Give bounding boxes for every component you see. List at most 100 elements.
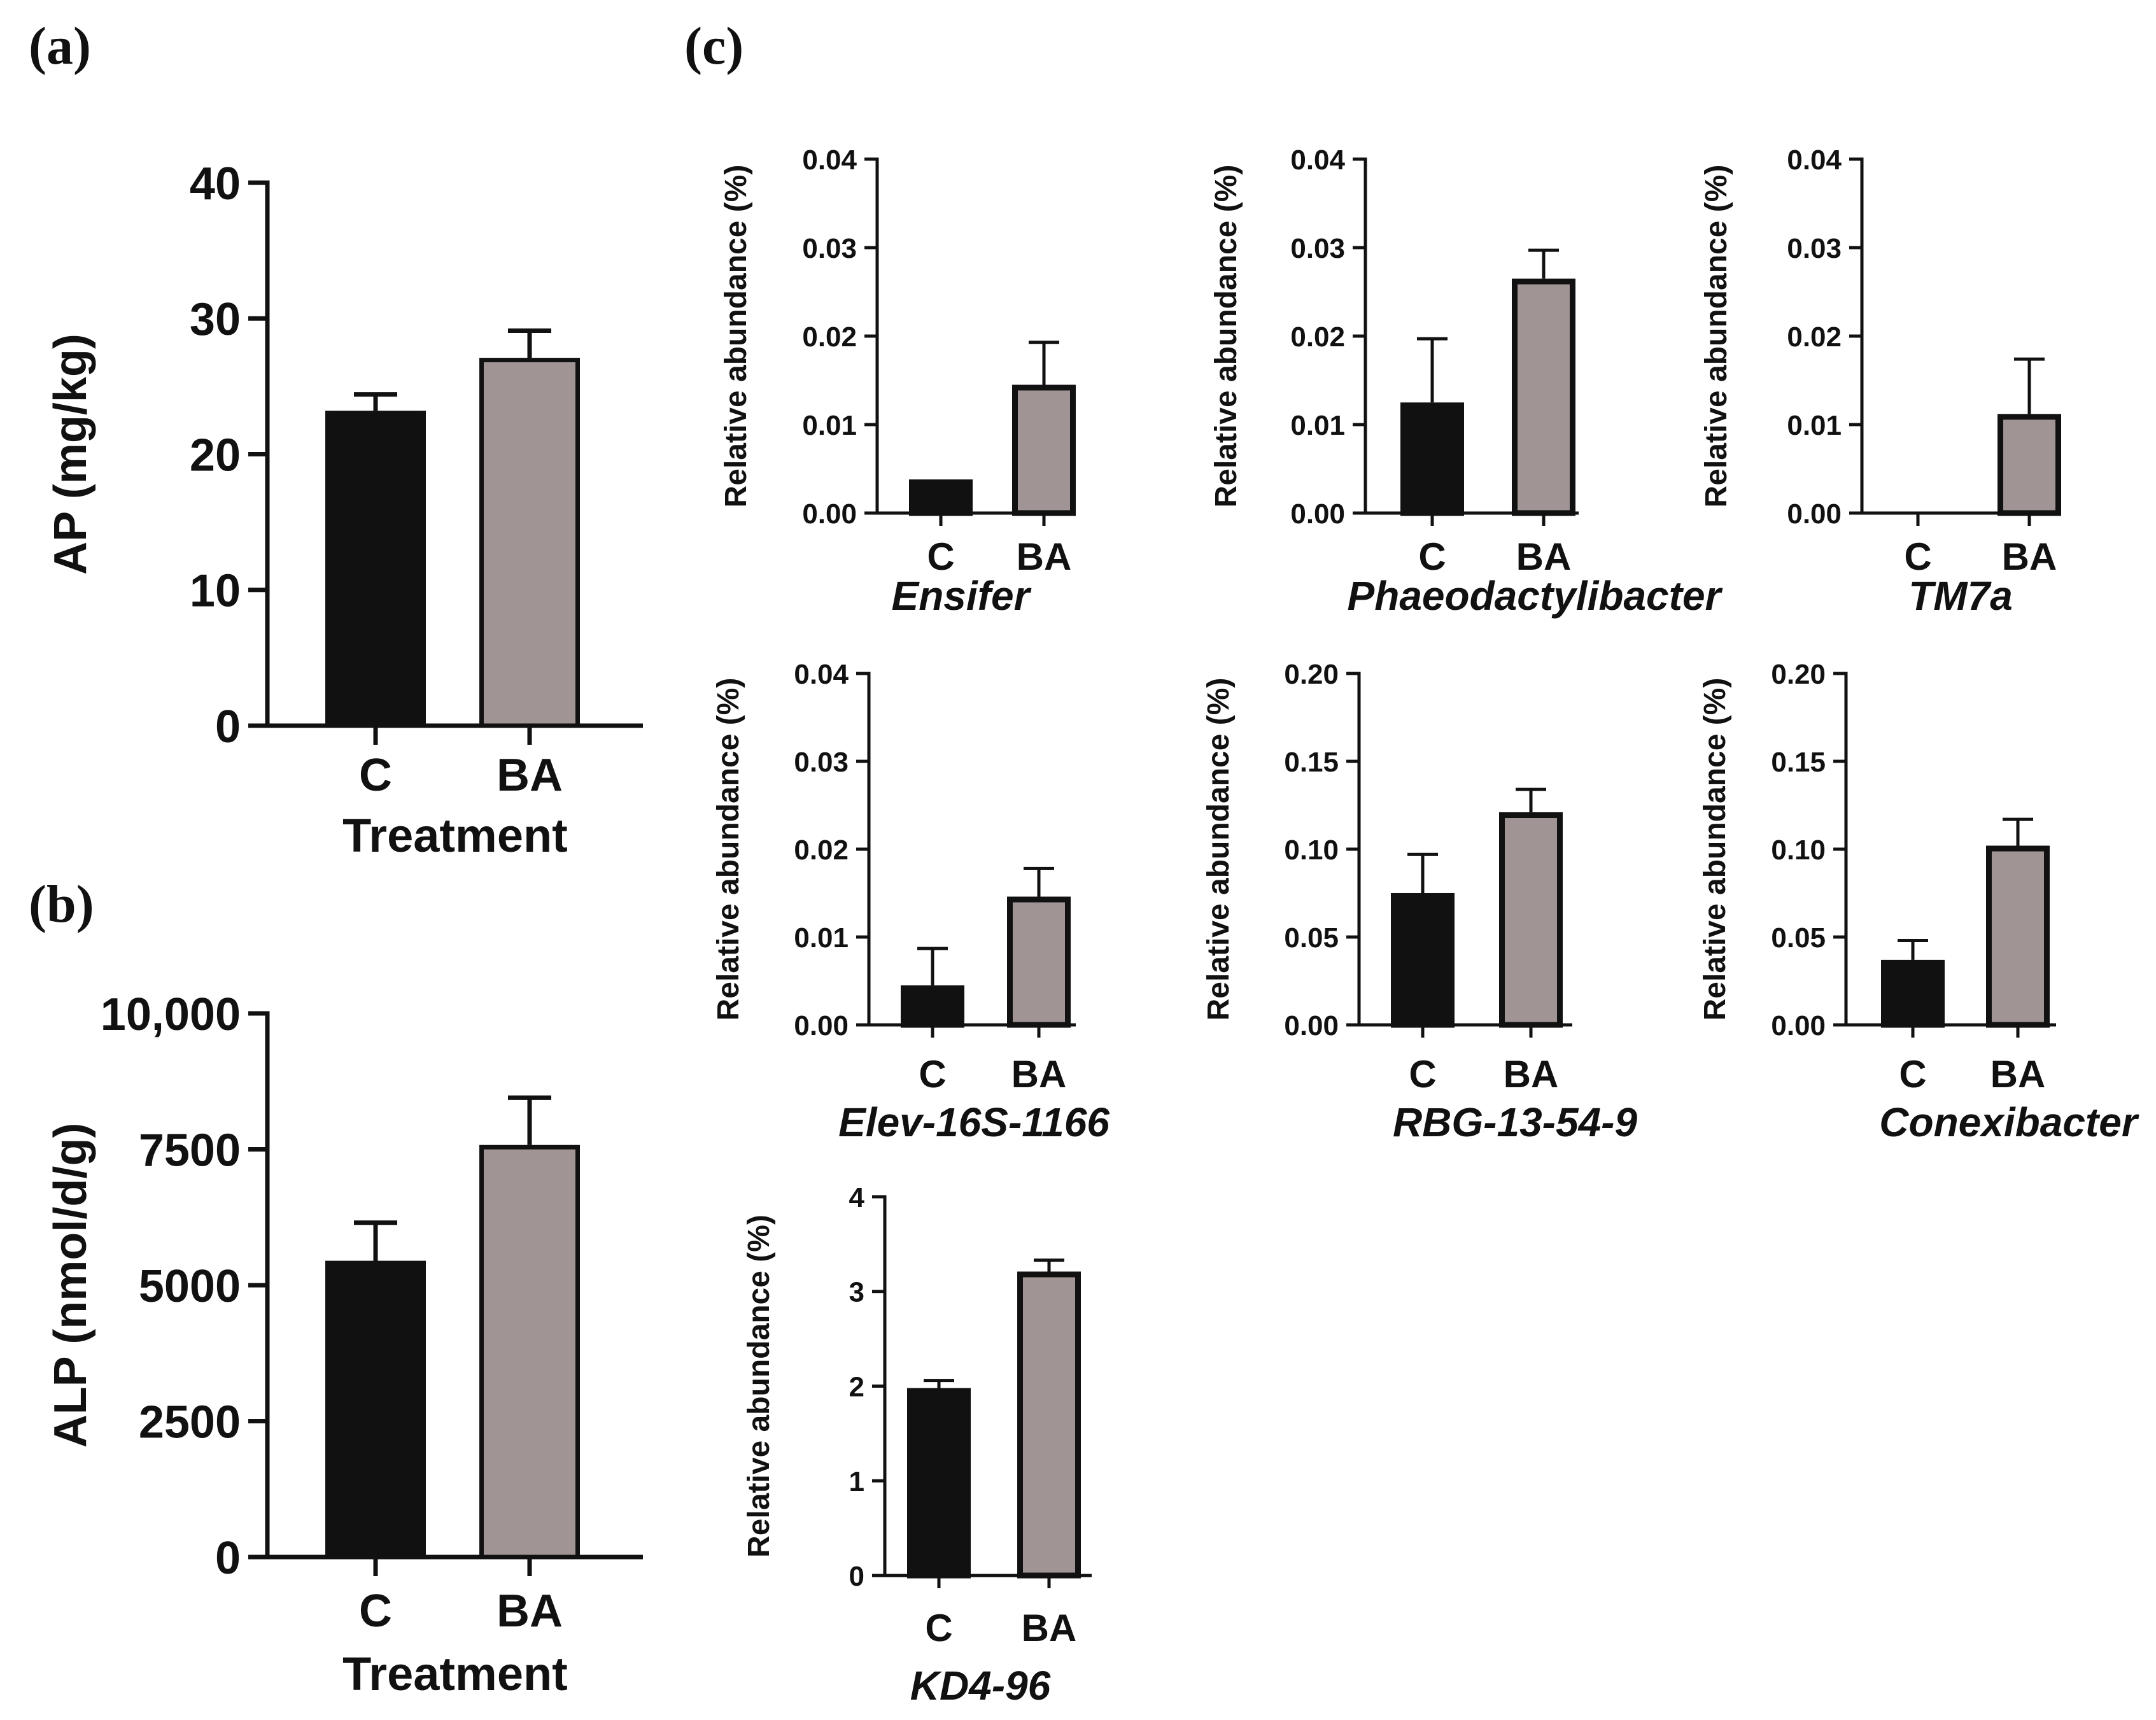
- y-tick-label: 10: [190, 566, 241, 617]
- y-tick-label: 0.01: [794, 922, 849, 954]
- x-axis-label: RBG-13-54-9: [1393, 1099, 1638, 1145]
- bar-c: [325, 411, 426, 728]
- x-tick-label: C: [359, 1586, 392, 1637]
- chart-b: 0 2500 5000 7500 10,000 C BA ALP (nmol/d/g) Trea…: [45, 989, 643, 1700]
- chart-c7: 0 1 2 3 4 C BA Relative abundance (%) KD4-96: [742, 1182, 1092, 1709]
- x-tick-label: C: [1418, 535, 1446, 578]
- y-tick-label: 10,000: [101, 989, 241, 1040]
- bar-c: [909, 479, 973, 516]
- x-tick-label: BA: [497, 1586, 563, 1637]
- y-tick-label: 4: [849, 1182, 865, 1213]
- y-tick-label: 0.00: [1290, 498, 1345, 530]
- bar-ba: [1512, 278, 1575, 516]
- bar-ba: [1017, 1271, 1081, 1579]
- x-tick-label: BA: [1516, 535, 1572, 578]
- y-tick-label: 2: [849, 1371, 864, 1402]
- y-tick-label: 20: [190, 430, 241, 481]
- y-tick-label: 1: [849, 1466, 864, 1497]
- bar-ba: [1986, 845, 2050, 1028]
- y-tick-label: 0: [849, 1561, 864, 1592]
- y-tick-label: 0.01: [1290, 410, 1345, 441]
- y-tick-label: 0.15: [1771, 747, 1826, 778]
- panel-label-b: (b): [29, 875, 94, 934]
- x-tick-label: BA: [1504, 1053, 1559, 1096]
- x-tick-label: C: [919, 1053, 946, 1096]
- x-tick-label: BA: [1022, 1607, 1077, 1649]
- y-tick-label: 0.00: [802, 498, 857, 530]
- chart-c1: 0.00 0.01 0.02 0.03 0.04 C BA Relative abundanc…: [719, 145, 1076, 619]
- y-tick-label: 0.03: [794, 747, 849, 778]
- y-tick-label: 0.01: [802, 410, 857, 441]
- y-tick-label: 5000: [139, 1261, 241, 1312]
- bar-ba: [1499, 812, 1563, 1028]
- y-tick-label: 0.05: [1284, 922, 1339, 954]
- y-tick-label: 40: [190, 159, 241, 209]
- x-tick-label: C: [925, 1607, 952, 1649]
- y-tick-label: 7500: [139, 1125, 241, 1176]
- y-tick-label: 0.20: [1771, 659, 1826, 690]
- y-tick-label: 0.01: [1787, 410, 1842, 441]
- bar-c: [1400, 402, 1464, 516]
- y-tick-label: 0.20: [1284, 659, 1339, 690]
- x-tick-label: BA: [1017, 535, 1072, 578]
- x-axis-label: Treatment: [342, 809, 568, 862]
- y-tick-label: 0.02: [802, 321, 857, 353]
- x-tick-label: C: [927, 535, 954, 578]
- bar-ba: [479, 1145, 580, 1560]
- y-tick-label: 0.03: [1290, 233, 1345, 264]
- x-axis-label: Ensifer: [892, 573, 1032, 619]
- bar-c: [1391, 893, 1455, 1028]
- y-axis-label: AP (mg/kg): [45, 334, 96, 575]
- bar-ba: [1007, 896, 1071, 1028]
- x-axis-label: Treatment: [342, 1647, 568, 1700]
- y-tick-label: 0.02: [1290, 321, 1345, 353]
- y-tick-label: 0.02: [1787, 321, 1842, 353]
- y-tick-label: 0.00: [1787, 498, 1842, 530]
- y-tick-label: 2500: [139, 1397, 241, 1448]
- y-axis-label: Relative abundance (%): [719, 165, 753, 508]
- bar-c: [1881, 959, 1945, 1028]
- y-tick-label: 0.04: [802, 145, 857, 176]
- y-tick-label: 0.04: [1290, 145, 1345, 176]
- chart-c3: 0.00 0.01 0.02 0.03 0.04 C BA Relative abundanc…: [1700, 145, 2061, 619]
- x-axis-label: Phaeodactylibacter: [1348, 573, 1723, 619]
- chart-c2: 0.00 0.01 0.02 0.03 0.04 C BA Relative abundanc…: [1209, 145, 1723, 619]
- panel-label-c: (c): [684, 17, 743, 76]
- x-axis-label: KD4-96: [910, 1663, 1051, 1709]
- x-axis-label: TM7a: [1908, 573, 2013, 619]
- bar-ba: [479, 358, 580, 728]
- y-tick-label: 0.03: [1787, 233, 1842, 264]
- bar-ba: [1012, 384, 1076, 516]
- y-axis-label: ALP (nmol/d/g): [45, 1123, 96, 1448]
- y-tick-label: 0.04: [1787, 145, 1842, 176]
- bar-ba: [1997, 414, 2061, 516]
- y-tick-label: 3: [849, 1277, 864, 1308]
- y-tick-label: 0.10: [1284, 835, 1339, 866]
- y-tick-label: 0.00: [1284, 1010, 1339, 1041]
- y-tick-label: 0.10: [1771, 835, 1826, 866]
- chart-a: 0 10 20 30 40 C BA AP (mg/kg) Treatment: [45, 159, 643, 862]
- y-tick-label: 0.02: [794, 835, 849, 866]
- y-axis-label: Relative abundance (%): [1700, 165, 1733, 508]
- y-tick-label: 0.00: [1771, 1010, 1826, 1041]
- y-tick-label: 0.04: [794, 659, 849, 690]
- y-axis-label: Relative abundance (%): [712, 678, 745, 1021]
- y-axis-label: Relative abundance (%): [1209, 165, 1243, 508]
- y-tick-label: 0.05: [1771, 922, 1826, 954]
- x-tick-label: C: [1899, 1053, 1926, 1096]
- x-tick-label: BA: [1990, 1053, 2046, 1096]
- y-tick-label: 0.03: [802, 233, 857, 264]
- bar-c: [907, 1388, 971, 1579]
- y-tick-label: 0: [215, 701, 241, 752]
- x-tick-label: BA: [497, 750, 563, 801]
- x-axis-label: Conexibacter: [1879, 1099, 2139, 1145]
- bar-c: [325, 1260, 426, 1560]
- y-axis-label: Relative abundance (%): [1202, 678, 1236, 1021]
- y-axis-label: Relative abundance (%): [742, 1215, 776, 1558]
- x-tick-label: C: [359, 750, 392, 801]
- y-tick-label: 0: [215, 1533, 241, 1584]
- chart-c5: 0.00 0.05 0.10 0.15 0.20 C BA Relative abundanc…: [1202, 659, 1637, 1145]
- x-tick-label: BA: [2002, 535, 2057, 578]
